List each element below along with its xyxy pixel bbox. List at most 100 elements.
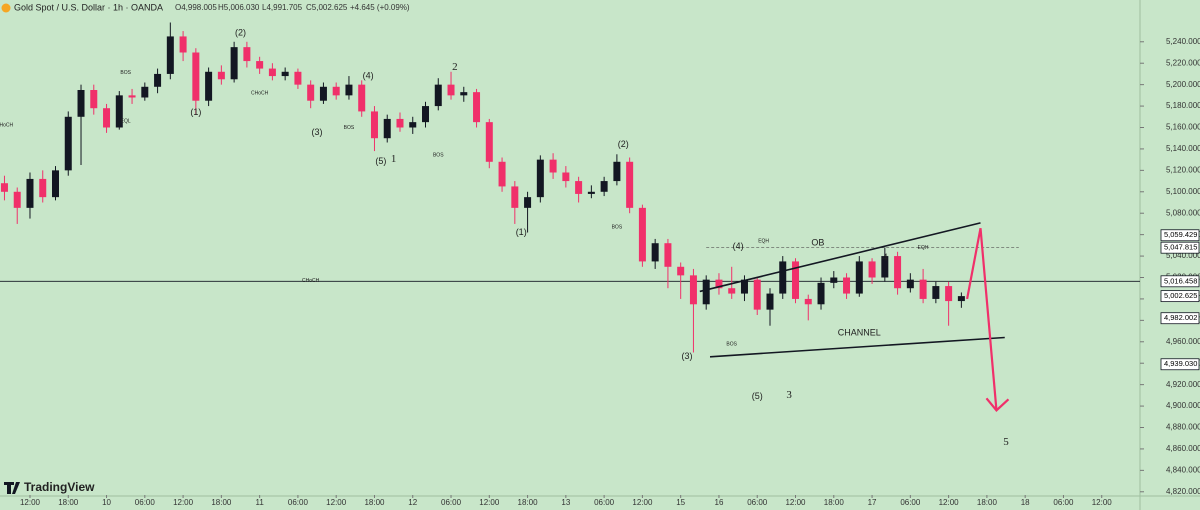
annotation: BOS — [433, 153, 444, 159]
candle-body — [332, 86, 340, 96]
candle-body — [753, 279, 761, 310]
candle-body — [77, 90, 85, 117]
candle-body — [294, 71, 302, 85]
y-tick-label: 4,920.000 — [1166, 380, 1200, 389]
candle-body — [689, 275, 697, 305]
candle-body — [651, 243, 659, 262]
candle-body — [90, 90, 98, 109]
x-tick-label: 18 — [1021, 498, 1030, 507]
annotation: 1 — [391, 153, 397, 165]
candle-body — [473, 92, 481, 123]
candle-body — [498, 161, 506, 187]
candle-body — [243, 47, 251, 62]
candle-body — [422, 106, 430, 123]
candle-body — [715, 279, 723, 289]
candle-body — [587, 191, 595, 194]
y-tick-label: 4,900.000 — [1166, 401, 1200, 410]
x-tick-label: 06:00 — [594, 498, 615, 507]
candle-body — [792, 261, 800, 299]
annotation: OB — [811, 238, 824, 248]
candle-body — [205, 71, 213, 101]
candle-body — [855, 261, 863, 294]
annotation: BOS — [726, 341, 737, 347]
x-tick-label: 13 — [561, 498, 570, 507]
y-tick-label: 4,840.000 — [1166, 465, 1200, 474]
candle-body — [562, 172, 570, 182]
annotation: 5 — [1003, 436, 1009, 448]
annotation: EQH — [758, 238, 769, 244]
annotation: 4 — [882, 252, 888, 264]
y-tick-label: 5,100.000 — [1166, 187, 1200, 196]
x-tick-label: 06:00 — [747, 498, 768, 507]
x-tick-label: 06:00 — [900, 498, 921, 507]
x-tick-label: 18:00 — [977, 498, 998, 507]
candle-body — [511, 186, 519, 208]
candle-body — [141, 86, 149, 98]
y-tick-label: 5,040.000 — [1166, 251, 1200, 260]
price-label: 5,016.458 — [1164, 276, 1197, 285]
annotation: (2) — [618, 139, 629, 149]
annotation: (5) — [375, 156, 386, 166]
candle-body — [256, 61, 264, 69]
candle-body — [154, 73, 162, 87]
candle-body — [230, 47, 238, 80]
x-tick-label: 18:00 — [58, 498, 79, 507]
annotation: (3) — [312, 127, 323, 137]
y-tick-label: 4,820.000 — [1166, 487, 1200, 496]
annotation: BOS — [344, 125, 355, 131]
y-tick-label: 5,140.000 — [1166, 144, 1200, 153]
annotation: CHoCH — [302, 278, 320, 284]
candle-body — [830, 277, 838, 283]
candle-body — [843, 277, 851, 294]
annotation: (4) — [363, 70, 374, 80]
x-tick-label: 15 — [676, 498, 685, 507]
price-label: 5,002.625 — [1164, 291, 1197, 300]
candle-body — [460, 92, 468, 96]
candle-body — [370, 111, 378, 139]
change: +4.645 (+0.09%) — [350, 3, 410, 12]
candle-body — [613, 161, 621, 182]
annotation: BOS — [612, 224, 623, 230]
x-tick-label: 12:00 — [785, 498, 806, 507]
y-tick-label: 5,120.000 — [1166, 165, 1200, 174]
candle-body — [804, 298, 812, 305]
x-tick-label: 06:00 — [288, 498, 309, 507]
annotation: BOS — [120, 70, 131, 76]
annotation: EQH — [918, 245, 929, 251]
ohlc-high: H5,006.030 — [218, 3, 260, 12]
x-tick-label: 12:00 — [1092, 498, 1113, 507]
candle-body — [957, 296, 965, 302]
x-tick-label: 18:00 — [824, 498, 845, 507]
price-label-box — [1160, 312, 1200, 325]
candle-body — [728, 288, 736, 294]
candle-body — [600, 181, 608, 192]
annotation: (1) — [190, 107, 201, 117]
candle-body — [358, 84, 366, 112]
price-label-box — [1160, 358, 1200, 371]
y-tick-label: 4,860.000 — [1166, 444, 1200, 453]
candle-body — [319, 86, 327, 101]
annotation: (4) — [733, 241, 744, 251]
candle-body — [945, 286, 953, 302]
candle-body — [64, 116, 72, 171]
x-tick-label: 12:00 — [173, 498, 194, 507]
x-tick-label: 18:00 — [211, 498, 232, 507]
annotation: (2) — [235, 28, 246, 38]
candle-body — [345, 84, 353, 96]
x-tick-label: 16 — [715, 498, 724, 507]
y-tick-label: 5,220.000 — [1166, 58, 1200, 67]
candle-body — [434, 84, 442, 107]
logo-text: TradingView — [24, 480, 95, 494]
header: Gold Spot / U.S. Dollar · 1h · OANDA O4,… — [1, 2, 410, 13]
candle-body — [268, 68, 276, 77]
candle-body — [52, 170, 60, 198]
x-tick-label: 12:00 — [20, 498, 41, 507]
candle-body — [307, 84, 315, 101]
candle-body — [13, 191, 21, 208]
x-tick-label: 06:00 — [441, 498, 462, 507]
price-label: 5,059.429 — [1164, 230, 1197, 239]
price-label: 4,982.002 — [1164, 313, 1197, 322]
candle-body — [217, 71, 225, 80]
